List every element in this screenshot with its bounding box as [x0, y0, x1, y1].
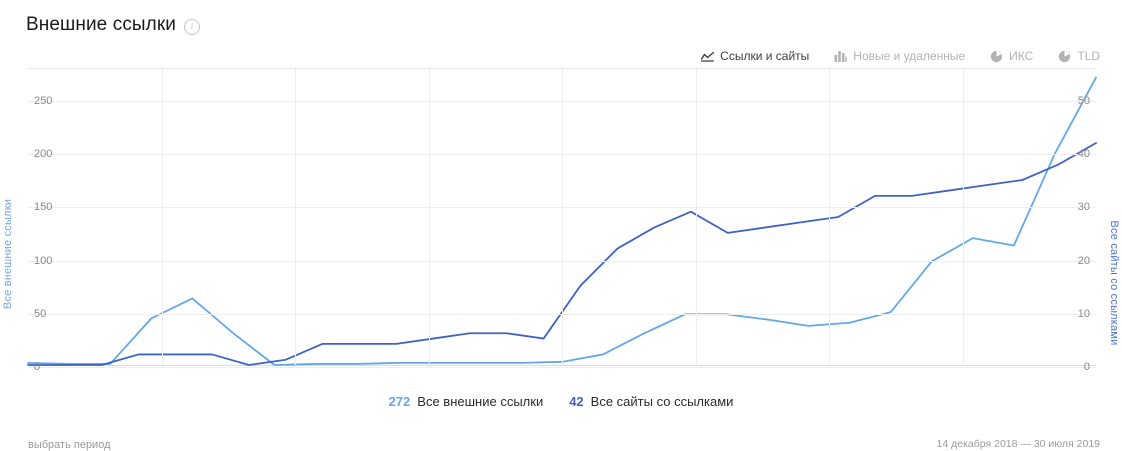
- left-axis-tick: 200: [34, 148, 53, 161]
- gridline-vertical: [562, 69, 563, 365]
- right-axis-tick: 20: [1077, 254, 1090, 267]
- external-links-chart: Все внешние ссылки Все сайты со ссылками…: [0, 68, 1122, 451]
- line-chart-icon: [700, 49, 714, 63]
- period-picker[interactable]: выбрать период: [28, 439, 111, 451]
- tab-iks-label: ИКС: [1009, 49, 1034, 63]
- legend-item-all-external-links[interactable]: 272 Все внешние ссылки: [389, 394, 544, 409]
- bar-chart-icon: [833, 49, 847, 63]
- gridline-vertical: [161, 69, 163, 365]
- widget-header: Внешние ссылки i: [26, 14, 200, 36]
- tab-tld[interactable]: TLD: [1057, 49, 1100, 63]
- tab-links-and-sites[interactable]: Ссылки и сайты: [700, 49, 809, 63]
- right-axis-tick: 30: [1077, 201, 1090, 214]
- gridline-vertical: [962, 69, 964, 365]
- left-axis-tick: 50: [34, 307, 47, 320]
- legend-value: 42: [569, 394, 584, 409]
- left-axis-tick: 150: [34, 201, 53, 214]
- right-axis-tick: 50: [1077, 94, 1090, 107]
- legend-label: Все внешние ссылки: [417, 394, 544, 409]
- tab-iks[interactable]: ИКС: [989, 49, 1033, 63]
- gridline-vertical: [695, 69, 697, 365]
- tab-tld-label: TLD: [1077, 49, 1100, 63]
- gridline-vertical: [295, 69, 296, 365]
- gridline-horizontal: [28, 367, 1096, 368]
- left-axis-title: Все внешние ссылки: [2, 198, 14, 310]
- gridline-vertical: [428, 69, 430, 365]
- plot-area[interactable]: 0 0 50 10 100 20 150 30 200 40 250 50: [28, 68, 1096, 373]
- right-axis-title: Все сайты со ссылками: [1108, 220, 1120, 346]
- tab-links-and-sites-label: Ссылки и сайты: [720, 49, 810, 63]
- date-range-label: 14 декабря 2018 — 30 июля 2019: [936, 438, 1100, 450]
- info-icon[interactable]: i: [184, 18, 200, 35]
- tab-new-and-removed-label: Новые и удаленные: [853, 49, 966, 63]
- legend-item-all-linking-sites[interactable]: 42 Все сайты со ссылками: [569, 394, 733, 409]
- chart-legend: 272 Все внешние ссылки 42 Все сайты со с…: [0, 394, 1122, 409]
- left-axis-tick: 100: [34, 254, 53, 267]
- gridline-vertical: [829, 69, 830, 365]
- left-axis-tick: 250: [34, 94, 53, 107]
- right-axis-tick: 40: [1077, 148, 1090, 161]
- tab-new-and-removed[interactable]: Новые и удаленные: [833, 49, 965, 63]
- legend-label: Все сайты со ссылками: [590, 394, 734, 409]
- right-axis-tick: 10: [1077, 307, 1090, 320]
- pie-chart-icon: [989, 49, 1003, 63]
- page-title: Внешние ссылки: [26, 14, 176, 35]
- left-axis-tick: 0: [34, 361, 41, 373]
- pie-chart-icon: [1057, 49, 1071, 63]
- right-axis-tick: 0: [1083, 361, 1090, 373]
- legend-value: 272: [388, 394, 411, 409]
- chart-view-toolbar: Ссылки и сайты Новые и удаленные ИКС: [700, 49, 1100, 63]
